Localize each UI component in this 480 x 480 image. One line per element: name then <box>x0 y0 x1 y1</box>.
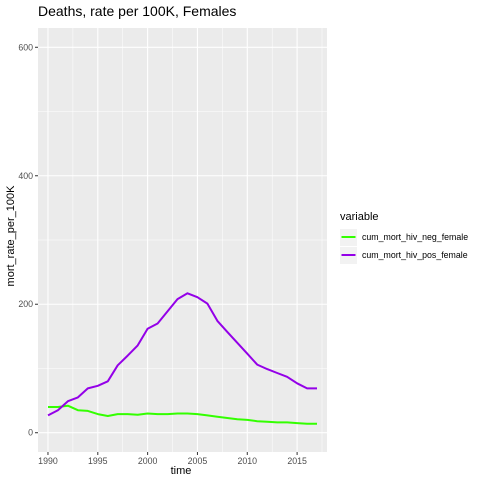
series-line-cum_mort_hiv_neg_female <box>48 404 317 425</box>
x-tick-label: 1995 <box>88 456 108 466</box>
x-tick-label: 2000 <box>138 456 158 466</box>
series-lines <box>47 292 317 425</box>
y-tick-label: 400 <box>18 171 33 181</box>
chart-title: Deaths, rate per 100K, Females <box>38 3 236 19</box>
legend-label: cum_mort_hiv_neg_female <box>362 232 468 242</box>
legend-label: cum_mort_hiv_pos_female <box>362 250 468 260</box>
x-tick-label: 2015 <box>287 456 307 466</box>
legend-title: variable <box>340 211 379 223</box>
y-tick-label: 200 <box>18 299 33 309</box>
x-tick-label: 2010 <box>237 456 257 466</box>
x-axis-title: time <box>171 465 192 477</box>
x-tick-label: 1990 <box>38 456 58 466</box>
y-axis: 0 200 400 600 <box>18 42 38 438</box>
x-axis: 1990 1995 2000 2005 2010 2015 <box>38 452 307 466</box>
gridlines <box>38 28 327 452</box>
series-line-cum_mort_hiv_pos_female <box>47 292 317 417</box>
y-tick-label: 0 <box>28 428 33 438</box>
legend: variable cum_mort_hiv_neg_female cum_mort… <box>340 211 468 264</box>
y-tick-label: 600 <box>18 42 33 52</box>
y-axis-title: mort_rate_per_100K <box>5 185 17 287</box>
x-tick-label: 2005 <box>188 456 208 466</box>
